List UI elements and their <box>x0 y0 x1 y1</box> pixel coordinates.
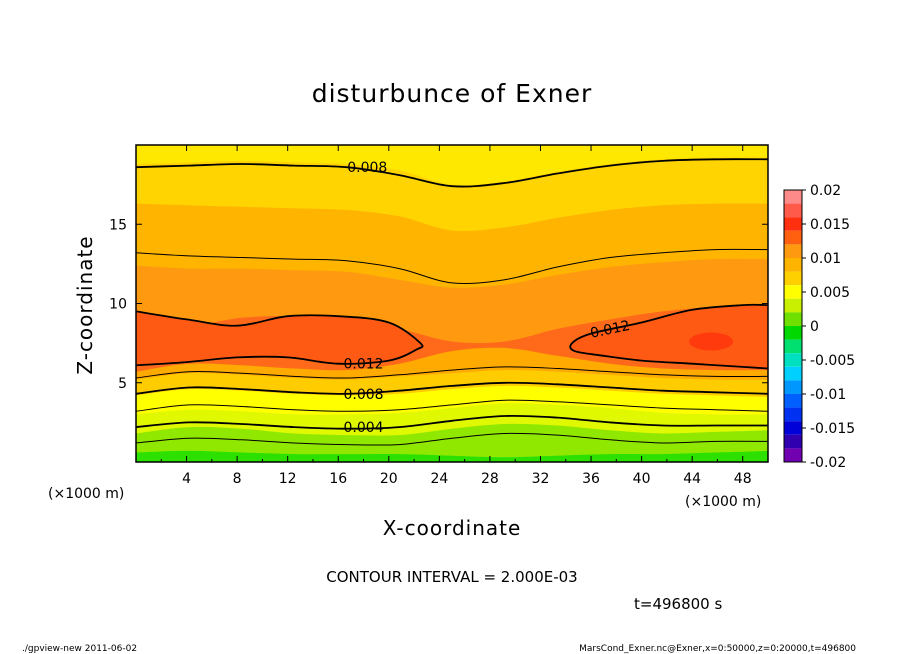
colorbar-segment <box>784 203 802 218</box>
x-tick-label: 36 <box>582 471 600 487</box>
x-tick-label: 48 <box>734 471 752 487</box>
x-axis-ticks: 4 8 12 16 20 24 28 32 36 40 44 48 <box>160 145 752 487</box>
contour-lines <box>136 158 768 446</box>
contour-label: 0.004 <box>343 420 383 436</box>
colorbar-segment <box>784 285 802 299</box>
x-axis-label: X-coordinate <box>383 516 522 540</box>
colorbar-tick-label: -0.02 <box>810 455 846 471</box>
y-axis-ticks: 5 10 15 <box>109 217 768 392</box>
colorbar-segment <box>784 339 802 354</box>
colorbar-segment <box>784 298 802 313</box>
colorbar-tick-label: 0.005 <box>810 285 850 301</box>
colorbar-segment <box>784 190 802 204</box>
contour-label: 0.012 <box>343 357 383 373</box>
filled-core <box>136 311 423 366</box>
contour-line <box>136 158 768 188</box>
x-unit-left: (×1000 m) <box>48 486 124 502</box>
footer-left: ./gpview-new 2011-06-02 <box>22 644 137 654</box>
x-tick-label: 44 <box>683 471 701 487</box>
x-tick-label: 16 <box>329 471 347 487</box>
colorbar-segment <box>784 407 802 422</box>
colorbar-segment <box>784 353 802 367</box>
x-tick-label: 20 <box>380 471 398 487</box>
colorbar-ticks: 0.02 0.015 0.01 0.005 0 -0.005 -0.01 -0.015 -0.0… <box>802 183 855 471</box>
colorbar-segment <box>784 312 802 326</box>
colorbar-segment <box>784 448 802 462</box>
filled-band <box>136 450 768 462</box>
y-tick-label: 15 <box>109 217 127 233</box>
contour-label-text: 0.004 <box>343 420 383 436</box>
x-tick-label: 40 <box>633 471 651 487</box>
colorbar-tick-label: 0.015 <box>810 217 850 233</box>
footer-right: MarsCond_Exner.nc@Exner,x=0:50000,z=0:20… <box>579 644 856 654</box>
filled-contour-bands <box>136 145 768 462</box>
colorbar-tick-label: -0.005 <box>810 353 855 369</box>
colorbar-segment <box>784 366 802 381</box>
x-tick-label: 4 <box>182 471 191 487</box>
colorbar-tick-label: 0.02 <box>810 183 841 199</box>
colorbar-tick-label: 0 <box>810 319 819 335</box>
x-tick-label: 12 <box>279 471 297 487</box>
colorbar-segment <box>784 421 802 435</box>
y-tick-label: 10 <box>109 297 127 313</box>
filled-core <box>570 304 768 369</box>
contour-line <box>136 414 768 430</box>
colorbar-segment <box>784 271 802 286</box>
x-tick-label: 24 <box>430 471 448 487</box>
colorbar <box>784 190 802 462</box>
chart-title: disturbunce of Exner <box>312 79 593 108</box>
colorbar-tick-label: 0.01 <box>810 251 841 267</box>
colorbar-tick-label: -0.01 <box>810 387 846 403</box>
contour-label-text: 0.012 <box>343 357 383 373</box>
time-stamp: t=496800 s <box>634 595 722 613</box>
contour-interval-note: CONTOUR INTERVAL = 2.000E-03 <box>326 568 577 586</box>
colorbar-tick-label: -0.015 <box>810 421 855 437</box>
filled-peak <box>689 332 734 351</box>
contour-line <box>136 366 768 379</box>
contour-line <box>136 381 768 395</box>
y-tick-label: 5 <box>118 376 127 392</box>
colorbar-segment <box>784 326 802 340</box>
contour-label-text: 0.008 <box>347 160 387 176</box>
contour-line-closed <box>136 310 424 367</box>
colorbar-segment <box>784 244 802 258</box>
contour-line <box>136 248 768 285</box>
y-axis-label: Z-coordinate <box>73 235 97 374</box>
colorbar-segment <box>784 258 802 272</box>
colorbar-segment <box>784 230 802 245</box>
contour-line <box>136 399 768 412</box>
contour-line <box>136 432 768 446</box>
x-tick-label: 8 <box>233 471 242 487</box>
colorbar-segment <box>784 380 802 394</box>
colorbar-segment <box>784 217 802 231</box>
x-unit-right: (×1000 m) <box>685 494 761 510</box>
x-tick-label: 28 <box>481 471 499 487</box>
filled-band <box>136 423 768 462</box>
contour-label: 0.008 <box>343 387 383 403</box>
colorbar-segment <box>784 434 802 449</box>
colorbar-segment <box>784 394 802 408</box>
contour-line-closed <box>569 303 768 370</box>
x-tick-label: 32 <box>532 471 550 487</box>
contour-label: 0.008 <box>347 160 387 176</box>
contour-label-text: 0.008 <box>343 387 383 403</box>
